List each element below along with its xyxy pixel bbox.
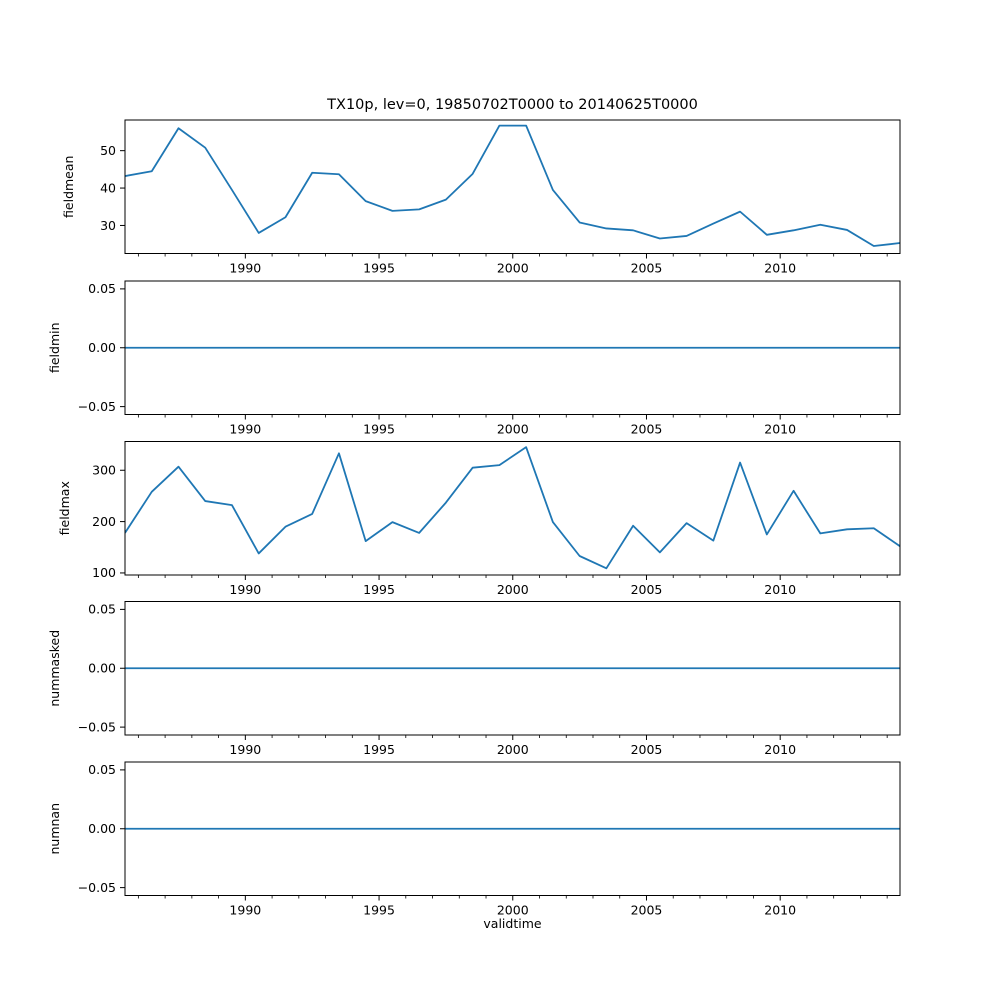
y-axis-label-fieldmin: fieldmin xyxy=(47,322,62,373)
x-tick-label: 1990 xyxy=(229,742,261,757)
figure-title: TX10p, lev=0, 19850702T0000 to 20140625T… xyxy=(327,97,698,113)
y-tick-label: 0.00 xyxy=(88,661,116,676)
y-tick-label: −0.05 xyxy=(78,399,116,414)
x-tick-label: 1995 xyxy=(363,422,395,437)
x-tick-label: 1990 xyxy=(229,582,261,597)
x-tick-label: 1995 xyxy=(363,903,395,918)
x-tick-label: 1990 xyxy=(229,422,261,437)
panel-fieldmin: −0.05 0.00 0.05 1990 1995 2000 2005 2010 fieldmi… xyxy=(47,280,901,437)
y-tick-label: 0.05 xyxy=(88,602,116,617)
x-tick-label: 2005 xyxy=(631,582,663,597)
line-fieldmean xyxy=(125,124,900,247)
x-tick-label: 2000 xyxy=(497,261,529,276)
y-axis-label-fieldmean: fieldmean xyxy=(61,156,76,218)
x-tick-label: 2005 xyxy=(631,903,663,918)
y-tick-label: 40 xyxy=(100,180,116,195)
y-tick-label: 0.05 xyxy=(88,281,116,296)
y-axis-label-nummasked: nummasked xyxy=(47,630,62,707)
x-tick-label: 1995 xyxy=(363,261,395,276)
y-tick-label: 200 xyxy=(92,514,116,529)
x-tick-label: 2005 xyxy=(631,742,663,757)
y-tick-label: 0.05 xyxy=(88,762,116,777)
panel-numnan: −0.05 0.00 0.05 1990 1995 2000 2005 2010 numnan xyxy=(47,761,901,918)
y-tick-label: 300 xyxy=(92,463,116,478)
x-axis-label: validtime xyxy=(483,916,542,931)
y-tick-label: −0.05 xyxy=(78,719,116,734)
y-tick-label: 100 xyxy=(92,565,116,580)
x-tick-label: 1995 xyxy=(363,742,395,757)
x-tick-label: 2010 xyxy=(764,422,796,437)
x-tick-label: 1995 xyxy=(363,582,395,597)
x-tick-label: 1990 xyxy=(229,261,261,276)
y-tick-label: −0.05 xyxy=(78,880,116,895)
x-tick-label: 2005 xyxy=(631,261,663,276)
y-tick-label: 0.00 xyxy=(88,821,116,836)
x-tick-label: 2000 xyxy=(497,742,529,757)
x-tick-label: 2010 xyxy=(764,261,796,276)
y-axis-label-fieldmax: fieldmax xyxy=(57,481,72,535)
x-tick-label: 2000 xyxy=(497,582,529,597)
x-tick-label: 2010 xyxy=(764,903,796,918)
x-tick-label: 2005 xyxy=(631,422,663,437)
x-tick-label: 2010 xyxy=(764,582,796,597)
panel-fieldmean: 30 40 50 1990 1995 2000 2005 2010 fieldmean xyxy=(61,119,901,276)
axes-border-fieldmean xyxy=(124,119,901,254)
x-tick-label: 2000 xyxy=(497,422,529,437)
panel-fieldmax: 100 200 300 1990 1995 2000 2005 2010 fieldmax xyxy=(57,441,901,597)
x-tick-label: 2000 xyxy=(497,903,529,918)
y-tick-label: 0.00 xyxy=(88,340,116,355)
x-tick-label: 1990 xyxy=(229,903,261,918)
x-tick-label: 2010 xyxy=(764,742,796,757)
y-tick-label: 50 xyxy=(100,143,116,158)
panel-nummasked: −0.05 0.00 0.05 1990 1995 2000 2005 2010 nummask… xyxy=(47,601,901,757)
y-tick-label: 30 xyxy=(100,218,116,233)
y-axis-label-numnan: numnan xyxy=(47,803,62,855)
line-fieldmax xyxy=(125,446,900,570)
